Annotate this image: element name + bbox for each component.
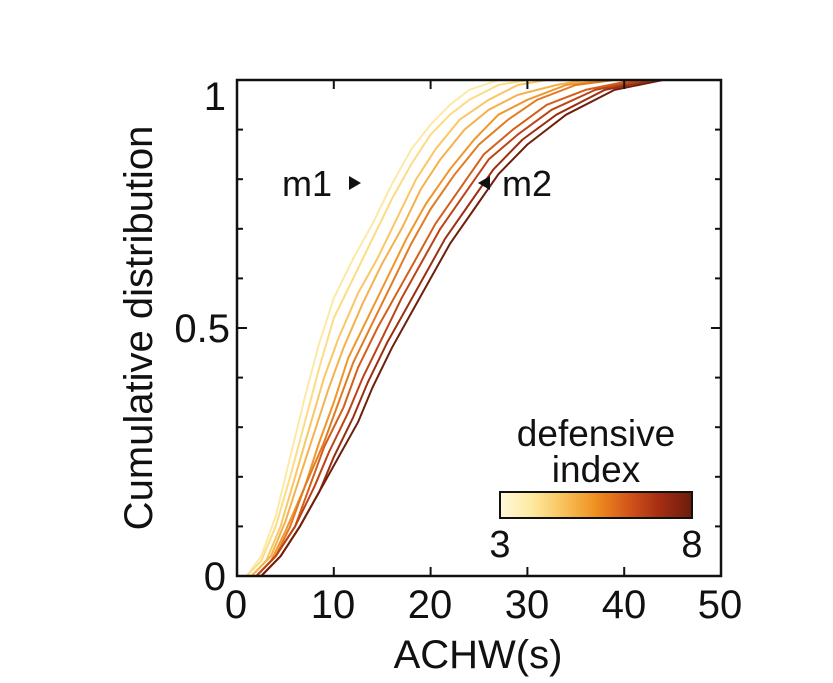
annotation-label-m1: m1 — [282, 163, 332, 204]
colorbar-legend: defensive index 3 8 — [489, 413, 702, 566]
series-line-8 — [255, 79, 644, 577]
x-tick-label: 20 — [408, 583, 453, 627]
series-lines — [245, 79, 664, 577]
series-line-1 — [245, 79, 528, 577]
arrow-right-icon — [349, 176, 361, 190]
plot-frame — [235, 78, 723, 578]
x-tick-label: 0 — [225, 583, 247, 627]
y-tick-label: 0.5 — [174, 307, 230, 351]
colorbar-gradient — [499, 491, 693, 519]
annotation-label-m2: m2 — [502, 163, 552, 204]
x-axis-title: ACHW(s) — [394, 633, 563, 677]
annotation-m2: m2 — [478, 163, 552, 204]
y-tick-label: 0 — [204, 555, 226, 599]
colorbar-title-line1: defensive — [517, 413, 675, 454]
colorbar-min-label: 3 — [489, 524, 510, 566]
x-tick-label: 50 — [698, 583, 743, 627]
series-line-7 — [255, 79, 635, 577]
x-tick-label: 40 — [602, 583, 647, 627]
x-tick-label: 10 — [311, 583, 356, 627]
y-tick-label: 1 — [204, 75, 226, 119]
colorbar-title-line2: index — [552, 449, 641, 490]
colorbar-max-label: 8 — [681, 524, 702, 566]
y-axis-title: Cumulative distribution — [117, 126, 161, 531]
series-line-6 — [255, 79, 615, 577]
x-tick-label: 30 — [505, 583, 550, 627]
arrow-left-icon — [478, 176, 490, 190]
series-line-10 — [260, 79, 664, 577]
annotation-m1: m1 — [282, 163, 361, 204]
x-tick-labels: 0 10 20 30 40 50 — [225, 583, 742, 627]
series-line-3 — [250, 79, 547, 577]
y-tick-labels: 0 0.5 1 — [174, 75, 230, 599]
series-line-2 — [245, 79, 557, 577]
series-line-4 — [250, 79, 586, 577]
